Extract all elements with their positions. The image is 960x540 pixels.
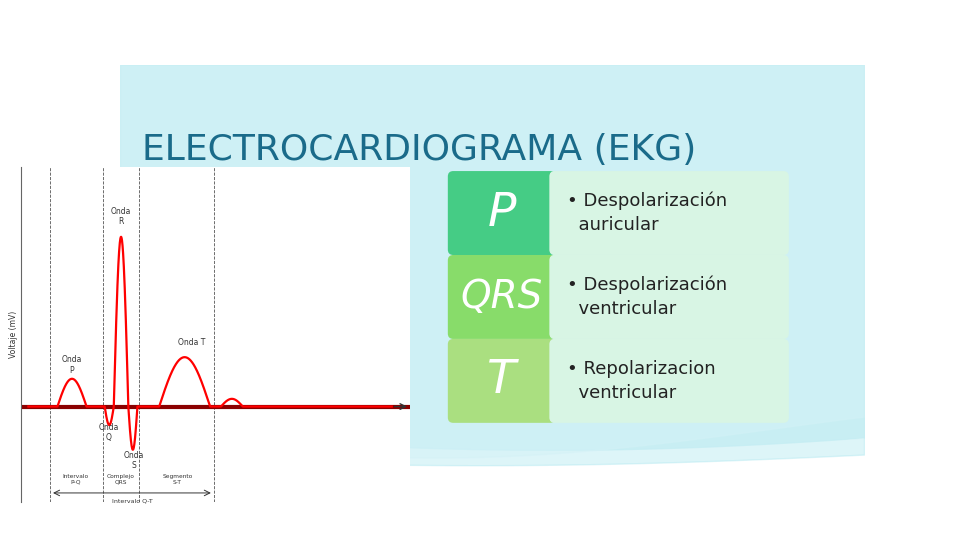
FancyBboxPatch shape [447, 171, 556, 255]
Text: Intervalo
P-Q: Intervalo P-Q [62, 474, 88, 485]
FancyBboxPatch shape [549, 255, 789, 339]
Text: ELECTROCARDIOGRAMA (EKG): ELECTROCARDIOGRAMA (EKG) [142, 132, 696, 166]
Text: Complejo
QRS: Complejo QRS [108, 474, 135, 485]
Text: • Repolarizacion
  ventricular: • Repolarizacion ventricular [567, 360, 716, 402]
Text: • Despolarización
  auricular: • Despolarización auricular [567, 192, 728, 234]
Text: Onda
Q: Onda Q [98, 423, 118, 442]
Text: P: P [488, 191, 516, 235]
Text: Onda
P: Onda P [61, 355, 83, 375]
FancyBboxPatch shape [447, 255, 556, 339]
Text: Onda
S: Onda S [124, 451, 144, 470]
Text: Intervalo Q-T: Intervalo Q-T [111, 498, 153, 503]
Text: • Despolarización
  ventricular: • Despolarización ventricular [567, 275, 728, 319]
Text: QRS: QRS [461, 278, 542, 316]
FancyBboxPatch shape [549, 171, 789, 255]
Text: T: T [488, 359, 516, 403]
FancyBboxPatch shape [549, 339, 789, 423]
Text: Onda T: Onda T [179, 338, 205, 347]
FancyBboxPatch shape [447, 339, 556, 423]
Text: Onda
R: Onda R [110, 207, 132, 226]
Y-axis label: Voltaje (mV): Voltaje (mV) [10, 311, 18, 359]
Text: Segmento
S-T: Segmento S-T [162, 474, 193, 485]
